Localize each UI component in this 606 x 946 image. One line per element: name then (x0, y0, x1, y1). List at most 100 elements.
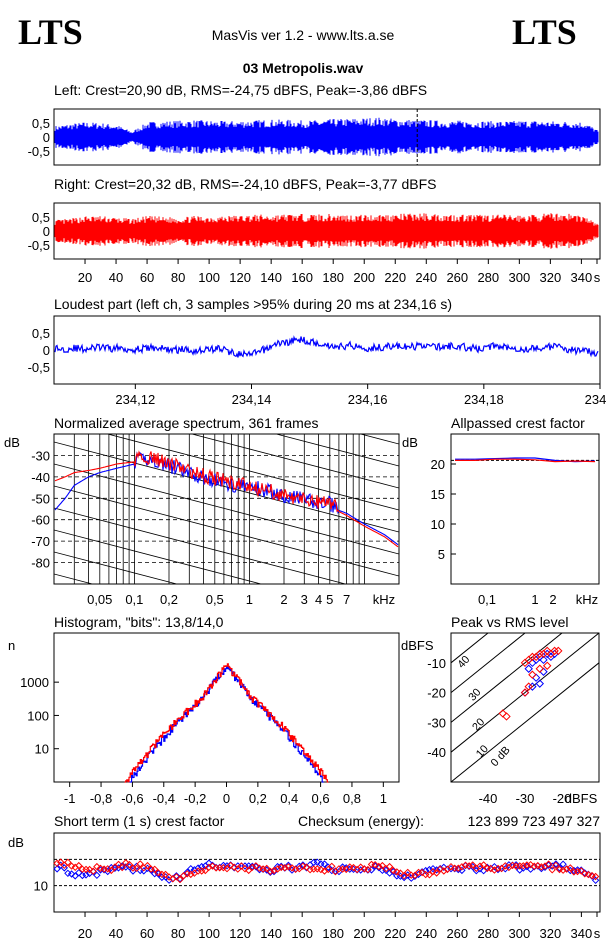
crest-point-red-92 (385, 862, 394, 871)
crest-point-red-134 (537, 863, 546, 871)
peakrms-point-blue-4 (539, 655, 548, 665)
loudest-title: Loudest part (left ch, 3 samples >95% du… (54, 296, 452, 312)
spectrum-ytick-4: -70 (31, 534, 50, 549)
crest-point-red-59 (266, 867, 275, 876)
crest-point-red-27 (150, 865, 159, 874)
peakrms-diagonal-label-4: 0 dB (489, 744, 513, 769)
peakrms-point-red-9 (554, 646, 563, 656)
left-waveform-ytick-0: 0,5 (32, 116, 50, 131)
histogram-xtick-5: 0 (223, 791, 230, 806)
right-xtick-17: s (594, 270, 601, 285)
crest-point-red-103 (425, 871, 434, 879)
crest-xtick-3: 80 (171, 926, 185, 941)
crest-point-red-73 (317, 865, 325, 874)
crest-point-red-97 (403, 868, 412, 877)
crest-point-blue-103 (425, 865, 434, 874)
peakrms-diagonal-label-2: 20 (470, 716, 487, 733)
spectrum-xtick-9: 7 (343, 592, 350, 607)
crest-point-red-50 (234, 865, 242, 873)
peakrms-point-red-2 (528, 652, 537, 662)
crest-xtick-8: 180 (322, 926, 344, 941)
peakrms-point-blue-12 (535, 679, 545, 688)
crest-point-red-15 (107, 866, 116, 875)
right-waveform-ytick-1: 0 (43, 224, 50, 239)
crest-point-blue-0 (53, 865, 61, 873)
crest-point-red-54 (248, 863, 257, 872)
crest-point-red-57 (259, 865, 267, 873)
crest-point-red-63 (281, 863, 289, 872)
crest-point-blue-68 (299, 861, 307, 869)
loudest-xtick-4: 234,2 s (585, 392, 606, 407)
right-waveform-frame (53, 202, 601, 260)
left-waveform-ytick-1: 0 (43, 130, 50, 145)
crest-ylabel: dB (8, 835, 24, 850)
peakrms-xlabel: dBFS (565, 791, 598, 806)
crest-xtick-7: 160 (291, 926, 313, 941)
crest-xtick-17: s (594, 926, 601, 941)
crest-point-red-140 (559, 866, 567, 874)
peakrms-frame (450, 632, 600, 783)
histogram-series-red (124, 663, 329, 783)
crest-point-red-4 (67, 862, 76, 870)
allpass-ytick-3: 5 (438, 547, 445, 562)
crest-point-red-149 (591, 872, 600, 881)
crest-point-red-23 (136, 860, 144, 868)
crest-point-blue-36 (183, 868, 191, 877)
crest-point-red-17 (114, 860, 123, 869)
crest-xtick-11: 240 (415, 926, 437, 941)
crest-xtick-6: 140 (260, 926, 282, 941)
loudest-xtick-2: 234,16 (348, 392, 388, 407)
crest-point-red-66 (291, 865, 300, 874)
crest-point-red-34 (176, 875, 184, 884)
peakrms-ytick-3: -40 (427, 745, 446, 760)
peakrms-point-red-11 (535, 664, 545, 673)
crest-point-red-82 (349, 863, 358, 872)
crest-point-red-109 (447, 862, 455, 871)
crest-point-red-28 (154, 869, 163, 877)
spectrum-xtick-4: 1 (246, 592, 253, 607)
crest-point-red-49 (230, 863, 238, 871)
crest-xtick-2: 60 (140, 926, 154, 941)
spectrum-ylabel: dB (4, 435, 20, 450)
crest-point-red-20 (125, 860, 134, 869)
histogram-xtick-9: 0,8 (343, 791, 361, 806)
right-xtick-9: 200 (353, 270, 375, 285)
peakrms-diagonal-label-1: 30 (467, 686, 484, 703)
crest-point-red-22 (132, 864, 141, 873)
right-waveform-ytick-2: -0,5 (28, 238, 50, 253)
loudest-frame (53, 315, 601, 385)
crest-point-red-94 (393, 868, 401, 876)
crest-point-red-55 (252, 862, 260, 870)
crest-point-red-65 (288, 864, 296, 872)
crest-xtick-13: 280 (477, 926, 499, 941)
crest-point-blue-107 (440, 863, 448, 872)
crest-point-blue-84 (356, 866, 365, 874)
crest-point-blue-7 (78, 871, 87, 880)
peakrms-diagonal-label-0: 40 (455, 654, 472, 671)
crest-point-red-142 (566, 864, 575, 872)
spectrum-xtick-0: 0,05 (87, 592, 112, 607)
crest-point-red-112 (458, 863, 466, 871)
spectrum-ytick-2: -50 (31, 491, 50, 506)
right-xtick-13: 280 (477, 270, 499, 285)
crest-point-blue-5 (71, 872, 79, 880)
spectrum-xtick-10: kHz (373, 592, 395, 607)
right-xtick-2: 60 (140, 270, 154, 285)
right-xtick-3: 80 (171, 270, 185, 285)
crest-point-red-96 (400, 872, 408, 880)
peakrms-xtick-2: -20 (553, 791, 572, 806)
left-waveform-frame (53, 108, 601, 166)
right-xtick-11: 240 (415, 270, 437, 285)
histogram-xtick-8: 0,6 (312, 791, 330, 806)
peakrms-ytick-1: -20 (427, 686, 446, 701)
crest-point-red-60 (270, 866, 278, 875)
histogram-ytick-1: 100 (27, 708, 49, 723)
crest-xtick-5: 120 (229, 926, 251, 941)
allpass-frame (450, 433, 600, 585)
allpass-ytick-2: 10 (431, 517, 445, 532)
file-name: 03 Metropolis.wav (243, 60, 364, 76)
right-xtick-5: 120 (229, 270, 251, 285)
crest-point-red-9 (85, 865, 94, 874)
crest-point-red-25 (143, 861, 152, 870)
